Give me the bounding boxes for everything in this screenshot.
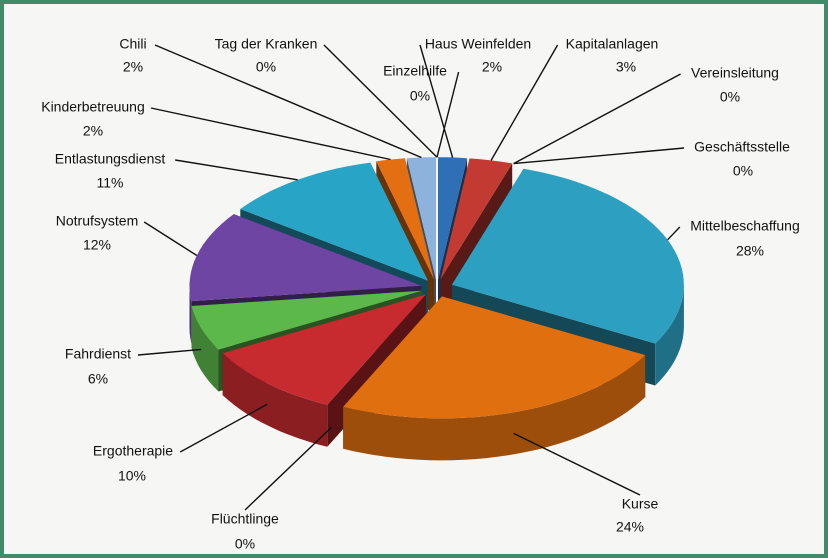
slice (438, 157, 468, 280)
slice (343, 296, 646, 419)
slice-label: Notrufsystem (56, 213, 138, 229)
slice-label: Chili (119, 36, 146, 52)
slice-label: Ergotherapie (93, 443, 173, 459)
slice (406, 157, 436, 280)
slice-label: Vereinsleitung (691, 65, 779, 81)
slice-group (343, 296, 646, 461)
slice-value-label: 2% (482, 59, 502, 75)
slice-value-label: 10% (118, 468, 146, 484)
slice-label: Kinderbetreuung (41, 99, 145, 115)
slice (451, 168, 684, 344)
slice-wall (343, 355, 646, 461)
leader-line (175, 159, 298, 181)
leader-line (244, 426, 332, 511)
leader-line (150, 107, 391, 161)
slice (191, 290, 422, 350)
slice-value-label: 12% (83, 237, 111, 253)
leader-line (143, 221, 198, 257)
slice-value-label: 6% (88, 371, 108, 387)
slice (240, 162, 428, 281)
slice-value-label: 2% (83, 123, 103, 139)
slice-label: Geschäftsstelle (694, 139, 790, 155)
slice-value-label: 0% (720, 89, 740, 105)
slice-value-label: 11% (97, 175, 124, 191)
slice-label: Flüchtlinge (211, 511, 279, 527)
slice-value-label: 3% (616, 59, 636, 75)
leader-line (179, 403, 268, 453)
slice-wall (189, 285, 192, 344)
slice-label: Mittelbeschaffung (690, 218, 799, 234)
slice-value-label: 0% (256, 59, 276, 75)
slice-wall (191, 306, 219, 392)
slice-label: Kapitalanlagen (566, 36, 659, 52)
leader-line (513, 432, 641, 496)
slice (189, 214, 422, 302)
slice-label: Haus Weinfelden (425, 36, 531, 52)
slice-value-label: 2% (123, 59, 143, 75)
slice-label: Einzelhilfe (383, 63, 447, 79)
slice (376, 158, 434, 280)
slice-wall (222, 353, 328, 447)
slice-value-label: 0% (733, 163, 753, 179)
slice-label: Entlastungsdienst (55, 151, 166, 167)
leader-line (323, 44, 438, 158)
leader-line (667, 226, 681, 241)
slice-label: Kurse (622, 496, 659, 512)
leader-line (419, 44, 454, 158)
leader-line (436, 71, 460, 158)
slice-label: Fahrdienst (65, 346, 131, 362)
slice-value-label: 28% (736, 243, 764, 259)
slice-value-label: 0% (235, 536, 255, 552)
slice-value-label: 0% (410, 88, 430, 104)
slice-wall (655, 284, 684, 386)
leader-line (513, 73, 681, 165)
slice-label: Tag der Kranken (215, 36, 318, 52)
slice-value-label: 24% (616, 519, 644, 535)
slice (440, 158, 513, 280)
leader-line (154, 44, 422, 159)
leader-line (490, 44, 559, 161)
leader-line (137, 348, 202, 356)
leader-line (513, 147, 685, 165)
slice (222, 294, 426, 405)
